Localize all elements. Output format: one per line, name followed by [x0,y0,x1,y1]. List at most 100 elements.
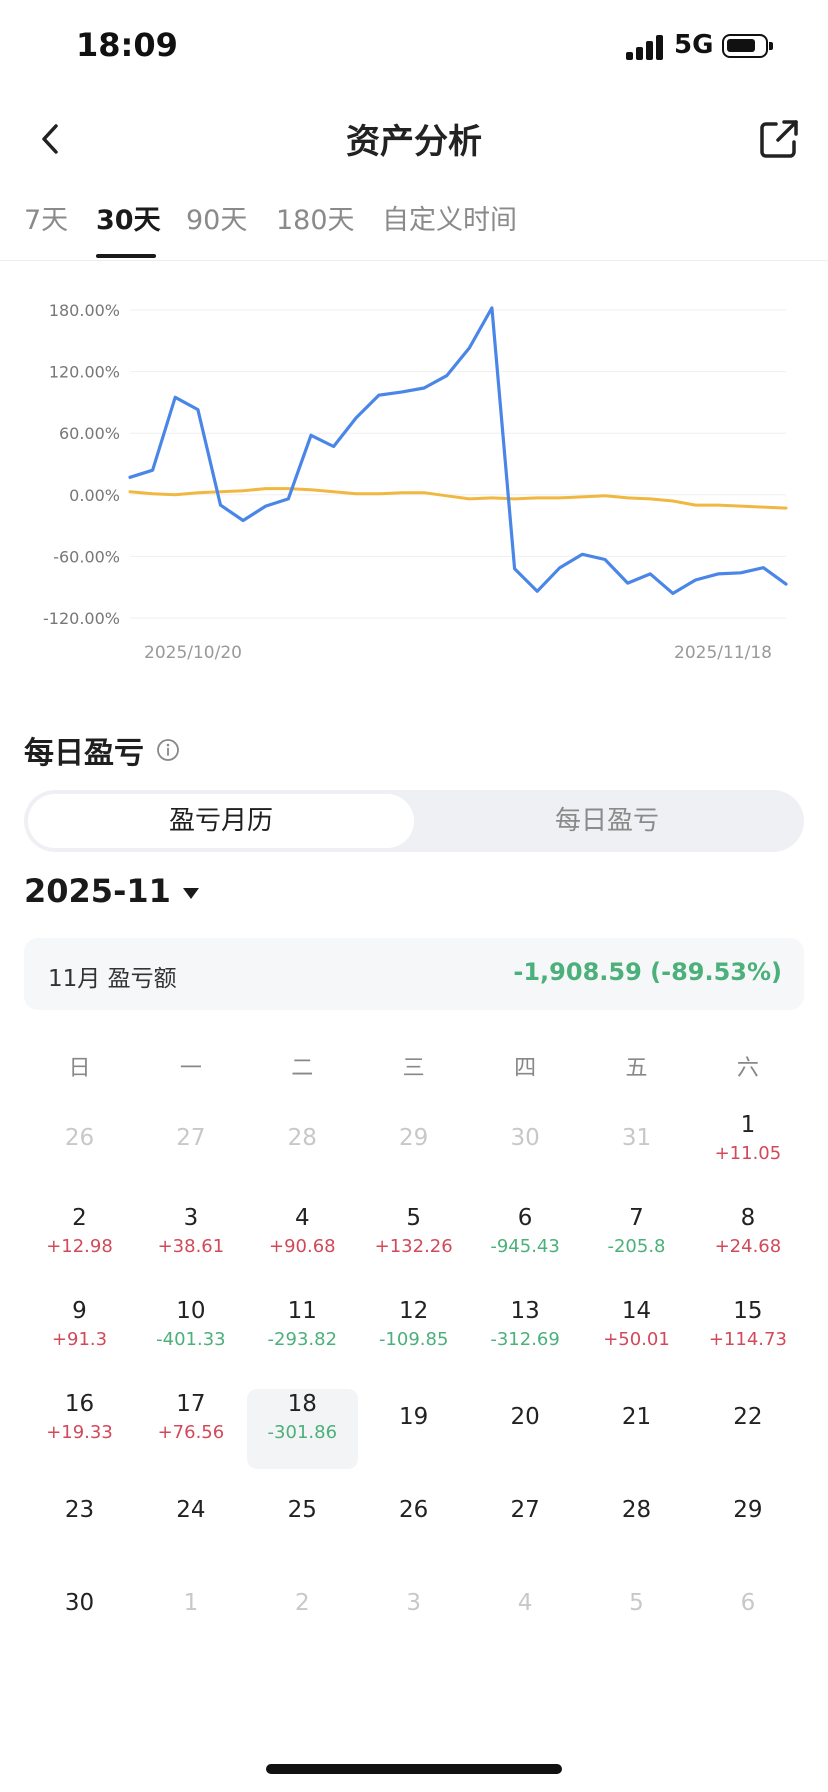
calendar-day-pnl: +90.68 [268,1236,336,1257]
month-summary-value: -1,908.59 (-89.53%) [513,958,782,986]
calendar-day[interactable]: 1 +11.05 [692,1110,803,1190]
calendar-day[interactable]: 11 -293.82 [247,1296,358,1376]
calendar-day[interactable]: 6 -945.43 [470,1203,581,1283]
calendar-day[interactable]: 29 [692,1482,803,1562]
calendar-day[interactable]: 25 [247,1482,358,1562]
return-chart: 180.00% 120.00% 60.00% 0.00% -60.00% -120.00%… [0,280,828,680]
tab-30d[interactable]: 30天 [96,205,161,236]
series-line-yellow [128,487,788,510]
y-tick-label: -60.00% [53,547,120,566]
y-tick-label: -120.00% [43,609,120,628]
tab-7d[interactable]: 7天 [24,205,69,236]
calendar-day[interactable]: 26 [24,1110,135,1190]
calendar-day[interactable]: 17 +76.56 [135,1389,246,1469]
calendar-day[interactable]: 21 [581,1389,692,1469]
calendar-day[interactable]: 1 [135,1575,246,1655]
calendar-day-pnl: +50.01 [603,1329,670,1350]
status-time: 18:09 [76,26,178,64]
calendar-day[interactable]: 16 +19.33 [24,1389,135,1469]
calendar-day-number: 29 [733,1497,763,1523]
calendar-day[interactable]: 2 [247,1575,358,1655]
calendar-day[interactable]: 30 [470,1110,581,1190]
calendar-day[interactable]: 5 +132.26 [358,1203,469,1283]
calendar-day[interactable]: 23 [24,1482,135,1562]
calendar-day[interactable]: 2 +12.98 [24,1203,135,1283]
segment-daily[interactable]: 每日盈亏 [554,806,659,836]
calendar-day[interactable]: 3 [358,1575,469,1655]
calendar-day-pnl: +91.3 [51,1329,108,1350]
month-label: 2025-11 [24,872,171,910]
calendar-day[interactable]: 31 [581,1110,692,1190]
calendar-day[interactable]: 5 [581,1575,692,1655]
calendar-day[interactable]: 29 [358,1110,469,1190]
month-summary-label: 11月 盈亏额 [48,966,177,992]
calendar-day[interactable]: 27 [470,1482,581,1562]
calendar-day[interactable]: 22 [692,1389,803,1469]
calendar-day-number: 12 [399,1298,429,1324]
calendar-day[interactable]: 20 [470,1389,581,1469]
calendar-day-number: 28 [621,1497,652,1523]
x-tick-label: 2025/11/18 [674,643,772,663]
calendar-day-number: 15 [733,1298,763,1324]
home-indicator [266,1764,562,1774]
calendar-day[interactable]: 24 [135,1482,246,1562]
calendar-day[interactable]: 26 [358,1482,469,1562]
calendar-day-pnl: +132.26 [374,1236,453,1257]
tab-90d[interactable]: 90天 [186,205,248,236]
weekday-label: 六 [736,1056,759,1081]
calendar-day-number: 26 [64,1125,95,1151]
calendar-day[interactable]: 7 -205.8 [581,1203,692,1283]
calendar-day-number: 2 [72,1205,87,1231]
calendar-day[interactable]: 19 [358,1389,469,1469]
calendar-day[interactable]: 9 +91.3 [24,1296,135,1376]
calendar-day[interactable]: 14 +50.01 [581,1296,692,1376]
weekday-header: 日一二三四五六 [24,1050,804,1090]
share-button[interactable] [752,112,806,166]
month-selector[interactable]: 2025-11 [24,872,199,910]
calendar-day[interactable]: 8 +24.68 [692,1203,803,1283]
calendar-day-number: 27 [510,1497,540,1523]
calendar-day[interactable]: 28 [581,1482,692,1562]
header: 资产分析 [0,96,828,184]
calendar-day[interactable]: 3 +38.61 [135,1203,246,1283]
segment-calendar[interactable]: 盈亏月历 [28,794,414,848]
calendar-day-pnl: -312.69 [490,1329,560,1350]
calendar-day-number: 13 [510,1298,540,1324]
calendar-day[interactable]: 27 [135,1110,246,1190]
calendar-day[interactable]: 28 [247,1110,358,1190]
calendar-day-number: 9 [72,1298,87,1324]
calendar-day[interactable]: 15 +114.73 [692,1296,803,1376]
time-range-tabs: 7天 30天 90天 180天 自定义时间 [0,190,828,261]
calendar-day-number: 25 [287,1497,317,1523]
calendar-day[interactable]: 18 -301.86 [246,1389,358,1469]
info-icon[interactable] [156,738,180,762]
calendar-day-pnl: +114.73 [708,1329,787,1350]
status-bar: 18:09 5G [0,0,828,96]
tab-custom[interactable]: 自定义时间 [382,205,517,236]
calendar-day-number: 6 [740,1590,756,1616]
calendar-day[interactable]: 30 [24,1575,135,1655]
month-summary: 11月 盈亏额 -1,908.59 (-89.53%) [24,938,804,1010]
calendar-day-number: 31 [621,1125,652,1151]
calendar-day[interactable]: 6 [692,1575,803,1655]
calendar-day[interactable]: 12 -109.85 [358,1296,469,1376]
calendar-day[interactable]: 4 [470,1575,581,1655]
calendar-day-number: 22 [733,1404,763,1430]
calendar-day-pnl: -205.8 [607,1236,666,1257]
x-tick-label: 2025/10/20 [144,643,242,663]
back-button[interactable] [26,114,76,164]
calendar-day[interactable]: 4 +90.68 [247,1203,358,1283]
calendar-day-number: 10 [176,1298,206,1324]
weekday-label: 一 [179,1056,202,1081]
calendar-day-number: 2 [294,1590,310,1616]
tab-180d[interactable]: 180天 [276,205,355,236]
tab-underline [96,254,156,258]
calendar-day-number: 29 [399,1125,429,1151]
weekday-label: 二 [291,1056,314,1081]
calendar-day-number: 19 [399,1404,429,1430]
calendar-day[interactable]: 13 -312.69 [470,1296,581,1376]
calendar-day-number: 20 [510,1404,540,1430]
calendar-day-number: 8 [740,1205,756,1231]
calendar-day[interactable]: 10 -401.33 [135,1296,246,1376]
series-line-blue [128,306,788,595]
